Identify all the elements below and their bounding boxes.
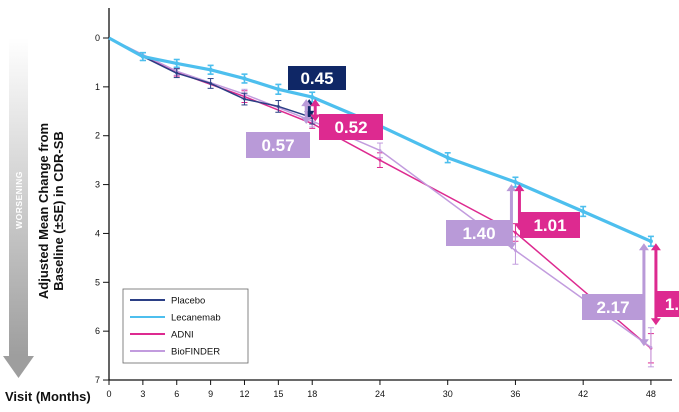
data-point-placebo <box>209 82 213 85</box>
data-point-lecanemab <box>581 209 586 214</box>
difference-label-box <box>446 220 512 246</box>
y-tick-label: 4 <box>95 228 100 238</box>
legend-items: Placebo Lecanemab ADNI BioFINDER <box>130 296 221 358</box>
difference-label: 0.57 <box>261 136 294 155</box>
data-point-lecanemab <box>513 180 518 185</box>
difference-annotations: 0.45 0.52 0.57 1.40 1.01 2.17 1. <box>246 66 679 347</box>
worsening-arrow: WORSENING <box>3 38 34 378</box>
difference-label: 1.01 <box>533 216 566 235</box>
data-point-lecanemab <box>445 155 450 160</box>
difference-annotation: 2.17 <box>582 243 649 347</box>
legend-item: BioFINDER <box>130 347 220 358</box>
data-point-biofinder <box>378 148 382 152</box>
difference-label-box <box>657 291 679 317</box>
data-point-biofinder <box>649 345 653 349</box>
y-tick-label: 5 <box>95 277 100 287</box>
series-line-placebo <box>108 37 313 119</box>
series-placebo <box>108 37 316 125</box>
difference-arrowhead <box>301 99 312 107</box>
y-tick-label: 7 <box>95 375 100 385</box>
difference-annotation: 0.57 <box>246 99 312 158</box>
difference-arrowhead <box>638 243 649 251</box>
x-tick-label: 36 <box>510 389 520 399</box>
difference-label: 0.52 <box>334 118 367 137</box>
difference-label: 1. <box>665 295 679 314</box>
x-tick-label: 6 <box>174 389 179 399</box>
difference-label-box <box>582 294 644 320</box>
data-point-placebo <box>175 71 179 75</box>
worsening-label: WORSENING <box>14 171 24 229</box>
legend-item: Placebo <box>130 296 205 307</box>
difference-arrowhead <box>514 184 525 192</box>
data-point-lecanemab <box>276 87 281 92</box>
y-tick-label: 1 <box>95 82 100 92</box>
difference-annotation: 1. <box>650 243 679 326</box>
legend-item: ADNI <box>130 330 194 341</box>
data-point-lecanemab <box>242 76 247 81</box>
difference-arrowhead <box>506 184 517 192</box>
x-tick-label: 0 <box>106 389 111 399</box>
y-axis-title-line1: Adjusted Mean Change from <box>36 123 51 299</box>
difference-label-box <box>288 66 346 90</box>
series-line-lecanemab <box>108 36 652 243</box>
worsening-arrow-shaft <box>9 38 28 356</box>
x-tick-label: 18 <box>307 389 317 399</box>
data-point-lecanemab <box>648 239 653 244</box>
data-point-adni <box>514 231 517 234</box>
data-point-lecanemab <box>140 54 145 59</box>
x-tick-label: 48 <box>646 389 656 399</box>
x-tick-label: 3 <box>140 389 145 399</box>
y-axis-title: Adjusted Mean Change fromBaseline (±SE) … <box>36 123 66 299</box>
y-tick-label: 0 <box>95 33 100 43</box>
x-tick-label: 12 <box>239 389 249 399</box>
difference-annotation: 0.52 <box>310 99 383 140</box>
legend-item: Lecanemab <box>130 313 221 324</box>
data-point-placebo <box>276 105 280 108</box>
data-point-adni <box>378 158 382 162</box>
y-tick-label: 2 <box>95 131 100 141</box>
difference-arrowhead <box>310 114 321 122</box>
data-point-lecanemab <box>174 61 179 66</box>
legend-label: Placebo <box>171 296 205 307</box>
x-tick-label: 30 <box>443 389 453 399</box>
difference-arrowhead <box>301 116 312 124</box>
y-tick-label: 3 <box>95 180 100 190</box>
x-tick-label: 9 <box>208 389 213 399</box>
data-point-placebo <box>243 97 246 101</box>
difference-label-box <box>246 132 310 158</box>
x-axis-title: Visit (Months) <box>5 389 91 404</box>
difference-label-box <box>319 114 383 140</box>
difference-arrowhead <box>650 318 661 326</box>
legend-label: BioFINDER <box>171 347 220 358</box>
worsening-arrow-head <box>3 356 34 378</box>
data-point-biofinder <box>514 249 517 252</box>
difference-annotation: 1.40 <box>446 184 517 250</box>
difference-arrowhead <box>650 243 661 251</box>
x-tick-label: 24 <box>375 389 385 399</box>
y-tick-label: 6 <box>95 326 100 336</box>
difference-label: 1.40 <box>462 224 495 243</box>
difference-annotation: 0.45 <box>288 66 346 119</box>
y-axis-title-line2: Baseline (±SE) in CDR-SB <box>51 131 66 291</box>
data-point-lecanemab <box>310 95 315 100</box>
legend-label: ADNI <box>171 330 194 341</box>
difference-label: 0.45 <box>300 69 333 88</box>
legend-label: Lecanemab <box>171 313 221 324</box>
difference-label: 2.17 <box>596 298 629 317</box>
difference-arrowhead <box>310 99 321 107</box>
data-point-lecanemab <box>208 67 213 72</box>
difference-label-box <box>520 212 580 238</box>
legend: Placebo Lecanemab ADNI BioFINDER <box>122 288 249 364</box>
x-tick-label: 42 <box>578 389 588 399</box>
difference-annotation: 1.01 <box>514 184 580 238</box>
difference-arrowhead <box>638 339 649 347</box>
x-tick-label: 15 <box>273 389 283 399</box>
